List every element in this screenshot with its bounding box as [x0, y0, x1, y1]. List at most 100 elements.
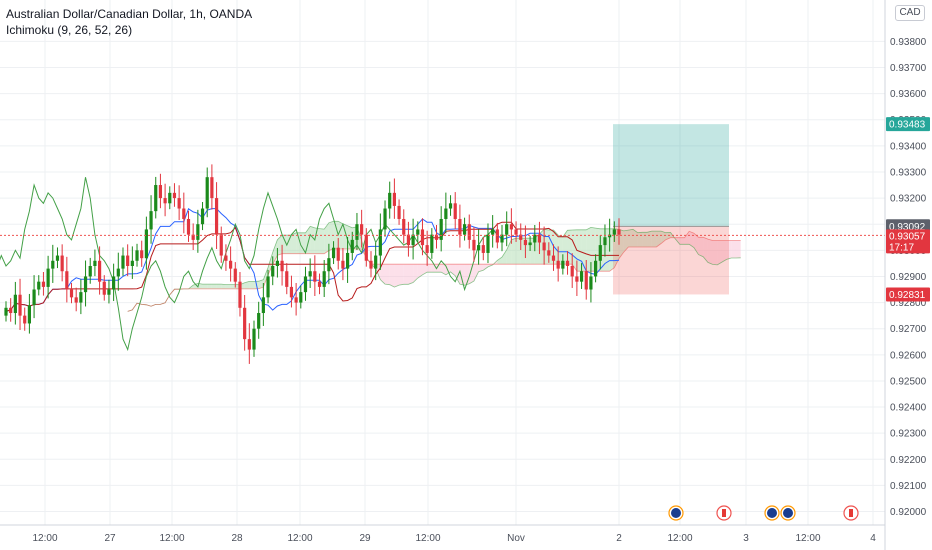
candle-body: [462, 224, 467, 235]
candle-body: [69, 289, 74, 298]
cloud-segment: [427, 264, 432, 273]
long-position-tool[interactable]: [613, 124, 729, 295]
cloud-segment: [296, 232, 301, 254]
candle-body: [392, 192, 396, 206]
cloud-segment: [258, 279, 264, 289]
time-tick-label: 28: [231, 533, 243, 544]
price-tick-label: 0.93700: [890, 63, 927, 74]
cloud-segment: [225, 284, 231, 289]
time-axis[interactable]: 12:00 27 12:00 28 12:00 29 12:00 Nov 2 12:00 3 12:0…: [0, 524, 885, 544]
time-tick-label: 12:00: [795, 533, 820, 544]
cloud-segment: [417, 264, 423, 278]
candle-body: [313, 271, 317, 282]
cloud-segment: [216, 284, 222, 289]
senkou-span-a: [127, 220, 741, 312]
price-tick-label: 0.92100: [890, 481, 927, 492]
cloud-segment: [478, 264, 484, 272]
price-tick-label: 0.92600: [890, 350, 927, 361]
candle-body: [579, 271, 584, 282]
candle-body: [285, 271, 289, 287]
candle-body: [523, 239, 528, 246]
candle-body: [322, 271, 326, 287]
candle-body: [168, 192, 172, 204]
candle-body: [243, 307, 247, 340]
candle-body: [388, 192, 392, 209]
candle-body: [97, 260, 102, 282]
time-tick-label: 12:00: [667, 533, 692, 544]
cloud-segment: [441, 264, 446, 275]
cloud-segment: [735, 240, 741, 258]
price-tick-label: 0.92300: [890, 429, 927, 440]
cloud-segment: [712, 240, 718, 265]
candle-body: [4, 307, 8, 316]
cloud-segment: [211, 284, 217, 289]
price-tick-label: 0.92000: [890, 507, 927, 518]
candle-body: [453, 203, 457, 219]
cloud-segment: [473, 264, 479, 282]
cloud-segment: [628, 229, 634, 247]
cloud-segment: [693, 233, 699, 255]
candle-body: [341, 260, 345, 269]
price-axis[interactable]: 0.938000.937000.936000.935000.934000.933…: [884, 0, 930, 550]
cloud-segment: [422, 264, 428, 275]
candle-body: [74, 297, 78, 303]
candle-body: [261, 297, 265, 314]
price-tick-label: 0.93300: [890, 167, 927, 178]
ichimoku-lines: [0, 177, 741, 352]
price-tick-label: 0.93200: [890, 194, 927, 205]
cloud-segment: [717, 240, 722, 265]
candle-body: [252, 328, 256, 350]
australia-flag-fill: [671, 508, 681, 518]
price-tick-label: 0.93800: [890, 37, 927, 48]
candle-body: [397, 205, 401, 219]
cloud-segment: [562, 230, 568, 265]
cloud-segment: [263, 267, 269, 288]
cloud-segment: [324, 222, 329, 254]
candle-body: [477, 245, 481, 251]
indicator-legend[interactable]: Ichimoku (9, 26, 52, 26): [6, 23, 133, 37]
candle-body: [505, 224, 509, 235]
candle-body: [294, 297, 298, 303]
candle-body: [350, 239, 354, 253]
candle-body: [612, 229, 616, 235]
cloud-segment: [389, 264, 395, 288]
candle-body: [196, 224, 200, 240]
cloud-segment: [642, 232, 648, 247]
cloud-segment: [394, 264, 400, 288]
candle-body: [584, 271, 588, 290]
candle-body: [416, 229, 420, 235]
cloud-segment: [244, 281, 250, 289]
candle-body: [331, 247, 336, 259]
currency-badge[interactable]: CAD: [895, 5, 925, 21]
cloud-segment: [506, 239, 512, 265]
price-tick-label: 0.92400: [890, 403, 927, 414]
cloud-segment: [202, 284, 208, 289]
economic-events[interactable]: [668, 505, 859, 521]
candle-body: [528, 242, 532, 246]
candle-body: [135, 250, 139, 261]
candle-body: [257, 313, 261, 329]
price-tick-label: 0.92200: [890, 455, 927, 466]
candle-body: [495, 229, 499, 243]
cloud-segment: [230, 284, 236, 289]
cloud-segment: [614, 228, 619, 268]
candle-body: [336, 247, 340, 261]
profit-zone: [613, 124, 729, 227]
candle-body: [144, 229, 148, 259]
candle-body: [229, 260, 233, 269]
candle-body: [533, 234, 537, 243]
candle-body: [27, 305, 31, 324]
candle-body: [130, 260, 134, 266]
candle-body: [500, 234, 504, 243]
cloud-segment: [380, 264, 386, 285]
candle-body: [224, 255, 228, 261]
candle-body: [140, 250, 144, 259]
candle-body: [448, 203, 453, 209]
candle-body: [238, 281, 242, 308]
time-tick-label: 3: [743, 533, 749, 544]
cloud-segment: [684, 231, 690, 245]
cloud-segment: [590, 227, 596, 272]
candle-body: [491, 229, 495, 235]
cloud-segment: [483, 264, 488, 271]
